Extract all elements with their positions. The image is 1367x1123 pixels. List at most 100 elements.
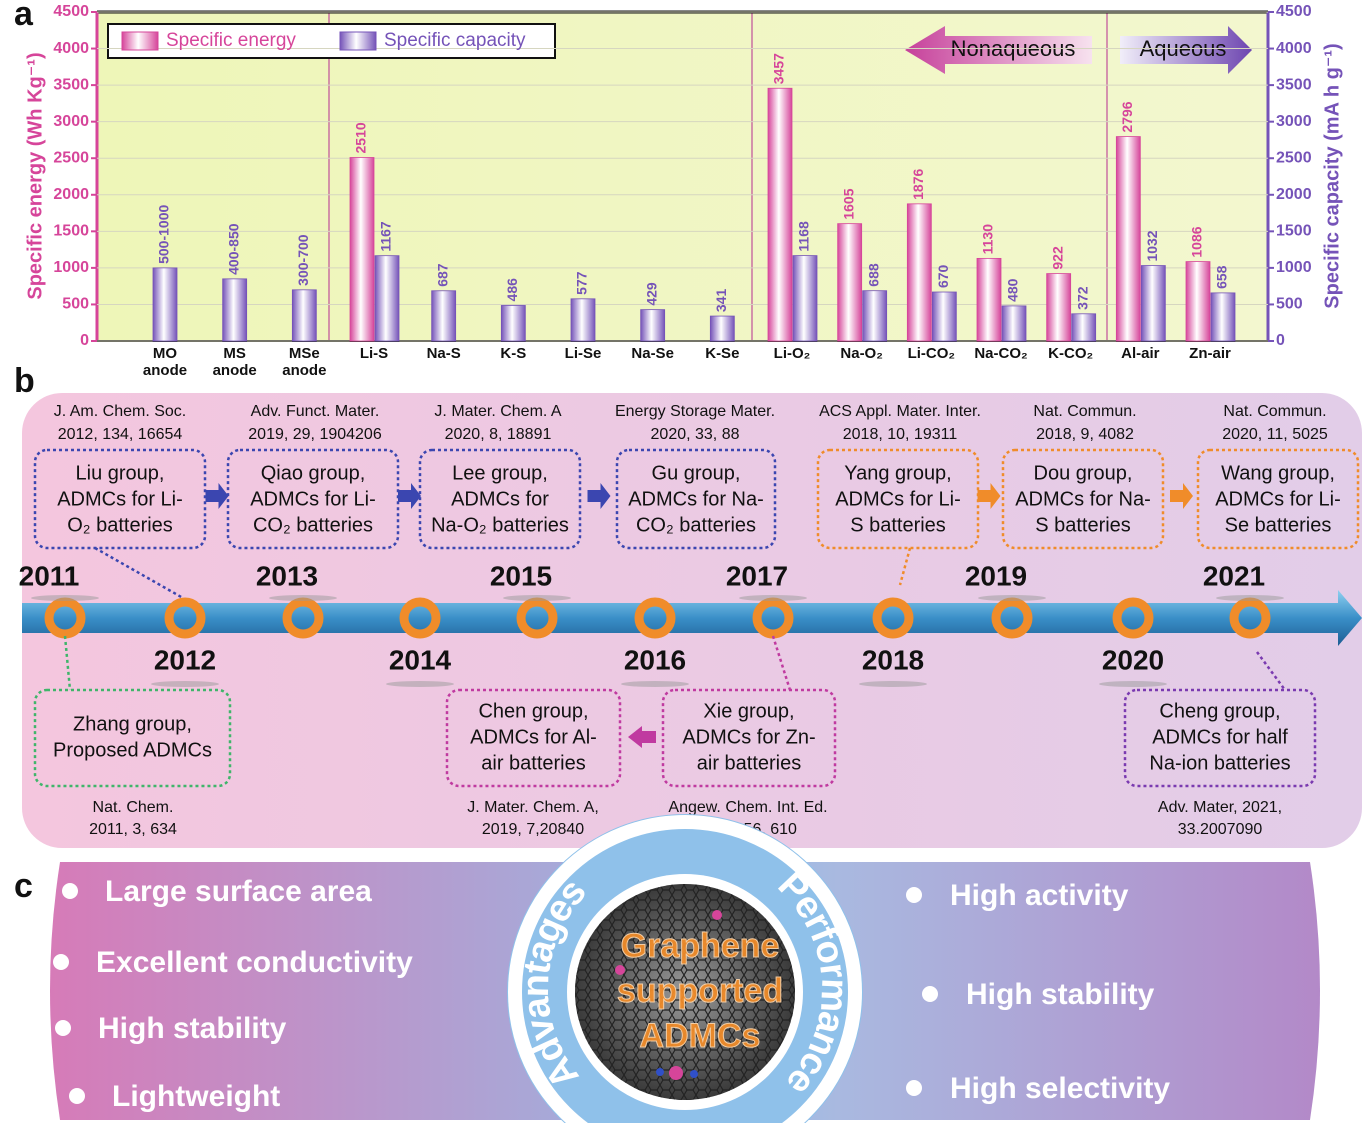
- arrow: [1170, 483, 1193, 509]
- advantage: Excellent conductivity: [96, 946, 413, 979]
- x-tick-label: Al-air: [1121, 345, 1160, 362]
- data-label: 1167: [378, 221, 394, 252]
- bar: [222, 278, 248, 342]
- y2-tick-label: 500: [1276, 296, 1303, 313]
- x-tick-label: Li-O₂: [773, 345, 811, 362]
- data-label: 1876: [910, 168, 926, 199]
- legend-label: Specific energy: [166, 30, 296, 51]
- data-label: 300-700: [295, 234, 311, 286]
- year-label: 2018: [862, 644, 924, 675]
- event-text: CO₂ batteries: [253, 514, 373, 536]
- y-tick-label: 3000: [53, 113, 89, 130]
- atom: [690, 1070, 698, 1078]
- year-marker: [516, 597, 558, 639]
- label-shadow: [31, 595, 99, 601]
- year-label: 2017: [726, 560, 788, 591]
- arrow: [905, 26, 1092, 74]
- data-label: 577: [574, 271, 590, 295]
- bar: [1001, 305, 1027, 342]
- bar: [349, 157, 375, 342]
- x-tick-label: Li-CO₂: [907, 345, 956, 362]
- event-box: [445, 688, 622, 788]
- bar: [976, 257, 1002, 342]
- callout: [1255, 651, 1287, 691]
- event-text: ADMCs for Al-: [470, 726, 597, 748]
- event-text: ADMCs for Li-: [250, 488, 376, 510]
- atom: [656, 1068, 664, 1076]
- year-marker: [399, 597, 441, 639]
- performance: High activity: [950, 879, 1129, 912]
- reference: 2019, 29, 1904206: [248, 426, 382, 443]
- reference: 2011, 3, 634: [89, 821, 177, 838]
- event-text: Se batteries: [1225, 514, 1332, 536]
- year-label: 2016: [624, 644, 686, 675]
- bar: [709, 315, 735, 342]
- y-tick-label: 500: [62, 296, 89, 313]
- center-label: Graphene: [621, 927, 780, 965]
- center-label: ADMCs: [640, 1017, 761, 1055]
- arrow: [628, 726, 656, 748]
- reference: 2012, 134, 16654: [58, 426, 183, 443]
- reference: 2020, 8, 18891: [445, 426, 552, 443]
- year-marker: [752, 597, 794, 639]
- event-text: air batteries: [697, 752, 802, 774]
- year-marker: [1112, 597, 1154, 639]
- event-box: [1001, 448, 1165, 550]
- event-box: [661, 688, 837, 788]
- data-label: 1605: [840, 188, 856, 219]
- x-tick-label: K-S: [500, 345, 527, 362]
- x-tick-label: K-Se: [705, 345, 740, 362]
- event-text: Proposed ADMCs: [53, 739, 212, 761]
- panel-label: c: [14, 867, 33, 905]
- event-text: ADMCs for Li-: [835, 488, 961, 510]
- advantage: Lightweight: [112, 1080, 280, 1113]
- event-text: air batteries: [481, 752, 586, 774]
- bar: [570, 298, 596, 342]
- event-text: Zhang group,: [73, 713, 192, 735]
- reference: 2018, 9, 4082: [1036, 426, 1134, 443]
- year-marker: [1229, 597, 1271, 639]
- y-tick-label: 2500: [53, 149, 89, 166]
- y-tick-label: 4500: [53, 3, 89, 20]
- event-box: [615, 448, 777, 550]
- data-label: 1168: [796, 221, 812, 252]
- data-label: 1086: [1189, 226, 1205, 257]
- y-tick-label: 1500: [53, 223, 89, 240]
- event-text: Yang group,: [844, 462, 952, 484]
- year-label: 2019: [965, 560, 1027, 591]
- event-text: Chen group,: [478, 700, 588, 722]
- event-text: ADMCs for half: [1152, 726, 1288, 748]
- bar: [374, 255, 400, 342]
- year-marker: [872, 597, 914, 639]
- overview: Large surface area Excellent conductivity…: [53, 875, 1170, 1113]
- event-text: Gu group,: [652, 462, 741, 484]
- label-shadow: [151, 681, 219, 687]
- bullet: [906, 887, 922, 903]
- data-label: 500-1000: [156, 205, 172, 264]
- y-tick-label: 2000: [53, 186, 89, 203]
- bar: [1071, 313, 1097, 342]
- event-text: Xie group,: [703, 700, 794, 722]
- reference: 2018, 10, 19311: [843, 426, 958, 443]
- reference: 2020, 33, 88: [651, 426, 740, 443]
- bar: [1210, 292, 1236, 342]
- event-text: ADMCs for Na-: [628, 488, 764, 510]
- atom: [615, 965, 625, 975]
- plot-area: [97, 12, 1268, 341]
- legend-label: Specific capacity: [384, 30, 526, 51]
- x-tick-label: Na-O₂: [840, 345, 883, 362]
- bar: [640, 309, 666, 342]
- event-text: ADMCs for Li-: [1215, 488, 1341, 510]
- label-shadow: [1099, 681, 1167, 687]
- year-label: 2020: [1102, 644, 1164, 675]
- reference: J. Mater. Chem. A: [434, 403, 561, 420]
- y2-tick-label: 3000: [1276, 113, 1312, 130]
- bar: [792, 255, 818, 342]
- bullet: [53, 954, 69, 970]
- y2-tick-label: 3500: [1276, 76, 1312, 93]
- event-text: Na-O₂ batteries: [431, 514, 569, 536]
- reference: ACS Appl. Mater. Inter.: [819, 403, 981, 420]
- data-label: 688: [865, 263, 881, 287]
- event-text: Lee group,: [452, 462, 548, 484]
